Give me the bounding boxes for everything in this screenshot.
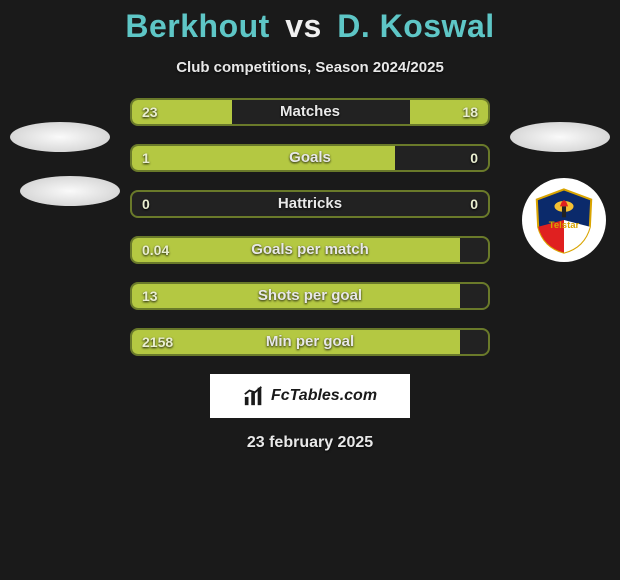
stat-value-right: 0 bbox=[470, 192, 478, 216]
subtitle: Club competitions, Season 2024/2025 bbox=[0, 59, 620, 76]
comparison-title: Berkhout vs D. Koswal bbox=[0, 0, 620, 45]
stat-label: Min per goal bbox=[132, 330, 488, 354]
stat-row: 2158 Min per goal bbox=[130, 328, 490, 356]
branding-badge[interactable]: FcTables.com bbox=[210, 374, 410, 418]
stat-value-right: 18 bbox=[462, 100, 478, 124]
player-1-name: Berkhout bbox=[125, 8, 269, 44]
stat-label: Goals bbox=[132, 146, 488, 170]
stat-label: Matches bbox=[132, 100, 488, 124]
stat-row: 0 Hattricks 0 bbox=[130, 190, 490, 218]
club-crest: Telstar bbox=[522, 178, 606, 262]
player-1-badge-placeholder-top bbox=[10, 122, 110, 152]
stat-value-right: 0 bbox=[470, 146, 478, 170]
player-1-badge-placeholder-bottom bbox=[20, 176, 120, 206]
stats-bars: 23 Matches 18 1 Goals 0 0 Hattricks 0 0.… bbox=[130, 98, 490, 356]
stat-label: Shots per goal bbox=[132, 284, 488, 308]
player-2-badge-placeholder bbox=[510, 122, 610, 152]
stat-row: 0.04 Goals per match bbox=[130, 236, 490, 264]
stat-label: Hattricks bbox=[132, 192, 488, 216]
branding-text: FcTables.com bbox=[271, 387, 377, 405]
player-2-name: D. Koswal bbox=[337, 8, 494, 44]
stat-row: 13 Shots per goal bbox=[130, 282, 490, 310]
date-text: 23 february 2025 bbox=[0, 434, 620, 452]
svg-text:Telstar: Telstar bbox=[549, 220, 580, 231]
stat-row: 23 Matches 18 bbox=[130, 98, 490, 126]
title-vs: vs bbox=[285, 8, 322, 44]
stat-label: Goals per match bbox=[132, 238, 488, 262]
telstar-crest-icon: Telstar bbox=[530, 186, 598, 254]
fctables-chart-icon bbox=[243, 385, 265, 407]
stat-row: 1 Goals 0 bbox=[130, 144, 490, 172]
